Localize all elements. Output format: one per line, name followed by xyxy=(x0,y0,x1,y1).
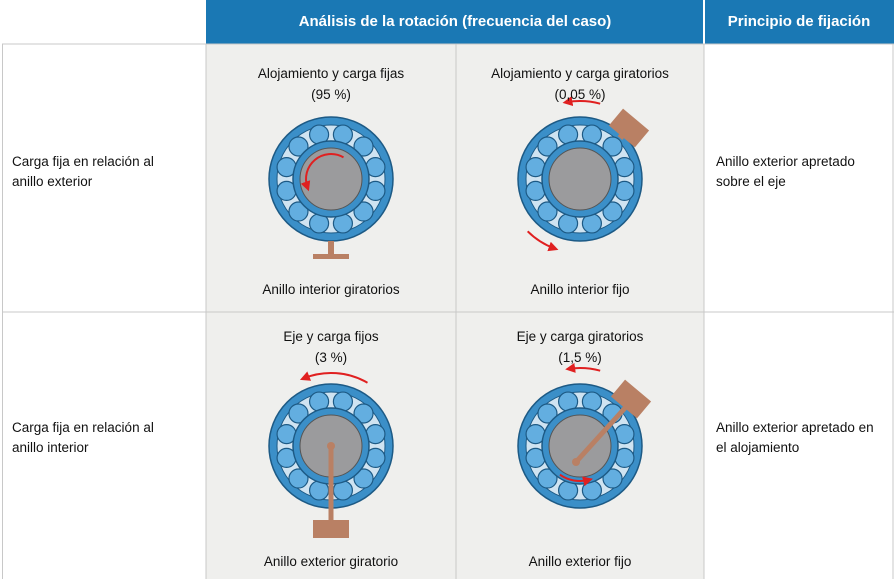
case-caption: Anillo interior fijo xyxy=(530,282,630,297)
ball xyxy=(288,136,309,157)
bore xyxy=(548,147,612,211)
bore xyxy=(548,414,612,478)
ball xyxy=(602,201,623,222)
load-block xyxy=(610,379,652,419)
case-title: Alojamiento y carga fijas xyxy=(257,66,405,81)
ball xyxy=(353,468,374,489)
shaft-pin xyxy=(327,442,335,450)
ball xyxy=(602,136,623,157)
shaft-arm xyxy=(574,406,627,464)
ball xyxy=(353,403,374,424)
ball xyxy=(353,136,374,157)
shaft-pin xyxy=(572,458,580,466)
ball xyxy=(353,201,374,222)
case-frequency: (3 %) xyxy=(314,350,348,365)
case-title: Eje y carga giratorios xyxy=(516,329,644,344)
case-title: Alojamiento y carga giratorios xyxy=(491,66,669,81)
case-title: Eje y carga fijos xyxy=(283,329,379,344)
principle: Anillo exterior apretado en el alojamien… xyxy=(716,420,874,455)
rotation-arrow xyxy=(299,371,368,384)
load: Carga fija en relación al anillo exterio… xyxy=(12,154,154,189)
ball xyxy=(537,403,558,424)
support-stem xyxy=(328,241,334,255)
rotation-arrow xyxy=(565,362,601,373)
case-frequency: (95 %) xyxy=(311,87,351,102)
header-principle: Principio de fijación xyxy=(727,13,871,30)
rotation-arrow xyxy=(559,473,593,487)
principle: Anillo exterior apretado sobre el eje xyxy=(716,154,855,189)
case-caption: Anillo exterior giratorio xyxy=(263,554,399,569)
ball xyxy=(288,403,309,424)
ball xyxy=(288,201,309,222)
rotation-arrow xyxy=(300,153,344,192)
case-caption: Anillo interior giratorios xyxy=(262,282,400,297)
ball xyxy=(602,468,623,489)
load-block xyxy=(313,520,349,538)
ball xyxy=(537,136,558,157)
ball xyxy=(537,468,558,489)
header-analysis: Análisis de la rotación (frecuencia del … xyxy=(298,13,612,30)
bore xyxy=(299,147,363,211)
rotation-arrow xyxy=(526,230,559,252)
ball xyxy=(288,468,309,489)
load: Carga fija en relación al anillo interio… xyxy=(12,420,154,455)
rotation-arrow xyxy=(562,96,601,107)
case-frequency: (1,5 %) xyxy=(558,350,602,365)
support-base xyxy=(313,254,349,259)
case-frequency: (0,05 %) xyxy=(554,87,606,102)
ball xyxy=(537,201,558,222)
header-bar xyxy=(206,0,894,44)
load-block xyxy=(608,108,650,148)
case-caption: Anillo exterior fijo xyxy=(528,554,632,569)
